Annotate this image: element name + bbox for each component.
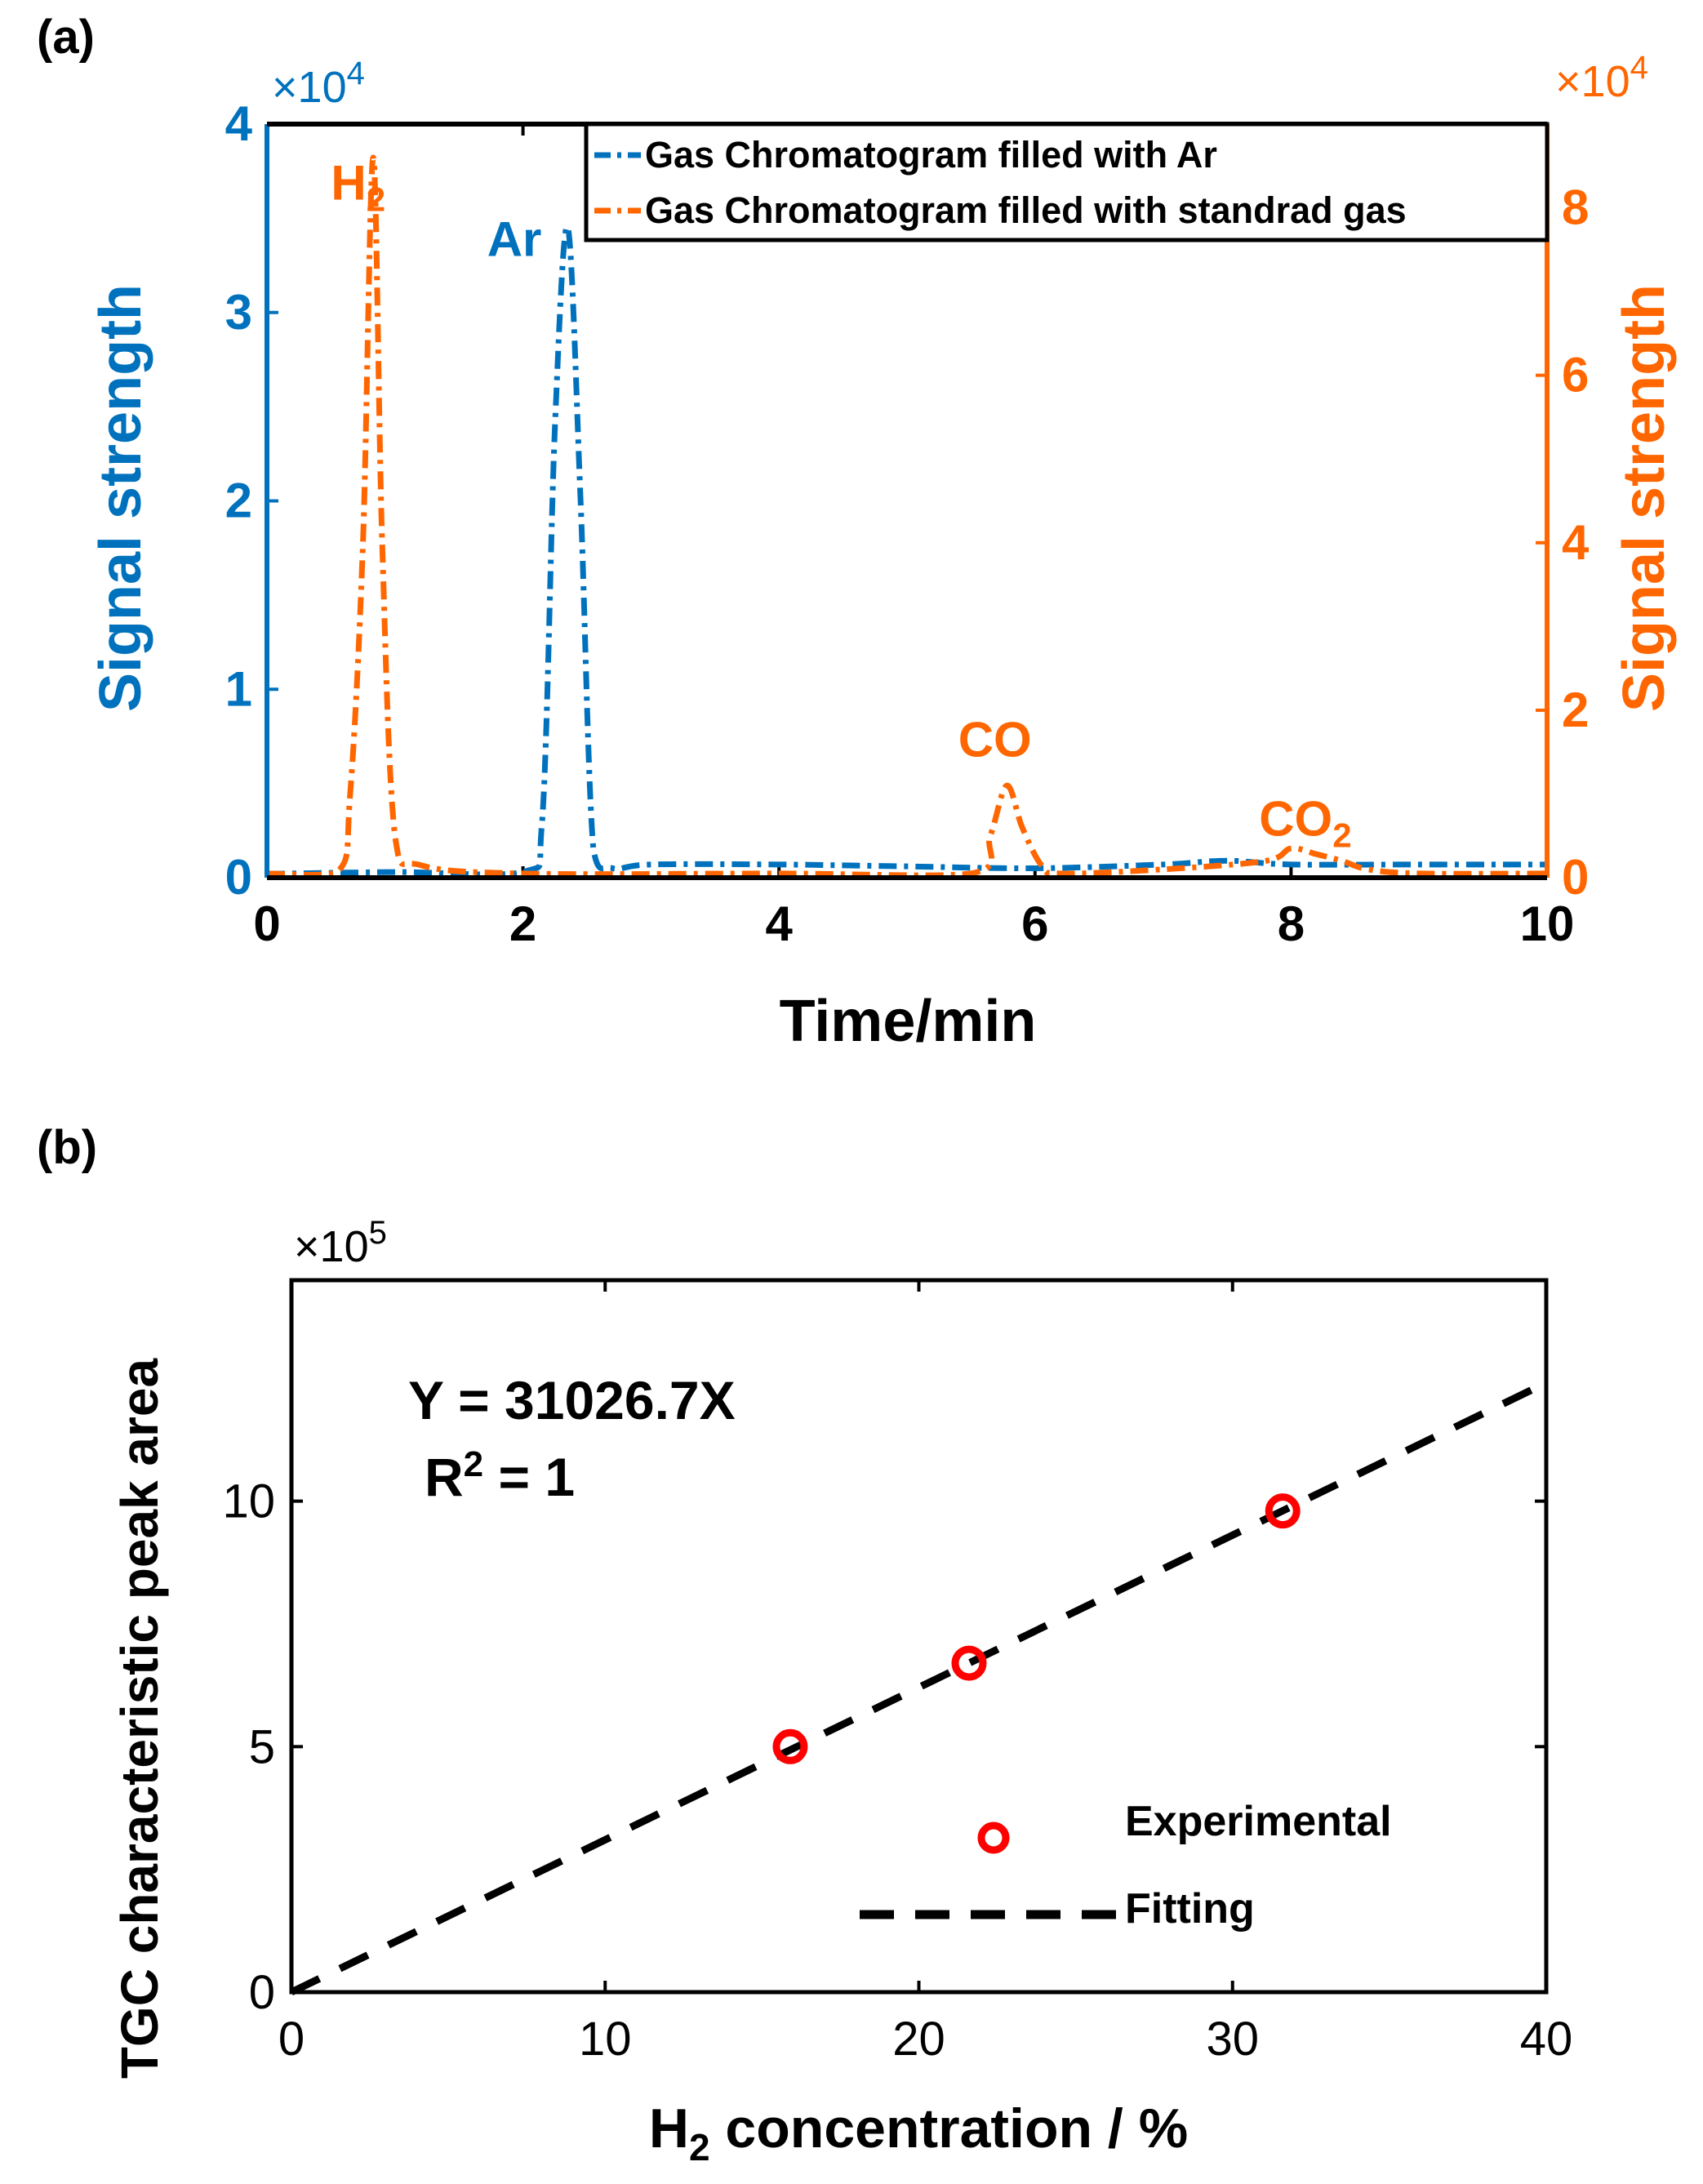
panel-b-xlabel-main: H [649,2097,689,2160]
panel-a-x-tick-label: 0 [253,896,280,951]
panel-a-right-multiplier-exp: 4 [1630,50,1648,86]
panel-a-right-y-tick-label: 6 [1562,348,1589,403]
legend-standard-label: Gas Chromatogram filled with standrad ga… [645,189,1407,231]
panel-a-right-y-tick-label: 4 [1562,515,1590,570]
fitting-line [290,1379,1548,1996]
experimental-point [1265,1493,1301,1529]
r-squared-suffix: = 1 [483,1447,575,1507]
peak-label-sub: 2 [367,180,385,218]
peak-label: CO [958,712,1032,767]
panel-b-y-tick-label: 0 [249,1966,275,2019]
panel-b-x-tick-label: 40 [1520,2013,1573,2066]
panel-a-left-y-tick-label: 1 [225,661,252,716]
panel-a-right-ylabel: Signal strength [1612,284,1677,712]
panel-a-left-multiplier-base: ×10 [272,63,347,112]
experimental-point [772,1728,808,1764]
panel-a-x-tick-label: 6 [1021,896,1048,951]
panel-a-x-tick-label: 4 [766,896,794,951]
panel-a-x-tick-label: 8 [1278,896,1305,951]
peak-label-main: CO [1259,792,1332,847]
panel-b-xlabel-sub: 2 [689,2126,710,2168]
panel-b-y-multiplier-exp: 5 [369,1215,387,1251]
panel-b-y-tick-label: 10 [222,1475,275,1528]
panel-a-left-y-tick-label: 2 [225,474,252,528]
panel-a-right-multiplier: ×104 [1555,50,1648,106]
series-standard-gas-line [266,154,1548,878]
panel-a-left-multiplier-exp: 4 [347,56,365,91]
peak-label-sub: 2 [1332,816,1351,855]
r-squared: R2 = 1 [425,1444,575,1507]
panel-a-left-multiplier: ×104 [272,56,365,112]
panel-b-y-multiplier-base: ×10 [294,1222,369,1271]
panel-a-left-ylabel: Signal strength [88,284,153,712]
peak-label-main: H [331,155,366,210]
panel-a-x-ticks: 0 2 4 6 8 10 [253,124,1574,951]
panel-a-x-tick-label: 2 [509,896,536,951]
panel-a: (a) ×104 ×104 Signal strength Signal str… [37,11,1677,1054]
panel-a-left-y-ticks: 0 1 2 3 4 [225,96,278,905]
panel-b: (b) ×105 TGC characteristic peak area H2… [37,1121,1572,2168]
panel-a-plot-clip [266,154,1548,878]
peak-label-main: CO [958,712,1032,767]
panel-a-legend-box [584,122,1550,242]
panel-b-x-ticks: 0 10 20 30 40 [278,1280,1572,2066]
peak-label: H2 [331,155,385,218]
panel-b-legend: Experimental Fitting [860,1798,1392,1933]
panel-a-right-y-tick-label: 2 [1562,683,1589,737]
panel-b-xlabel-rest: concentration / % [710,2097,1189,2160]
panel-a-left-y-tick-label: 4 [225,96,253,151]
legend-experimental-marker [977,1821,1010,1854]
legend-fitting-label: Fitting [1125,1885,1255,1933]
panel-a-x-tick-label: 10 [1520,896,1575,951]
panel-a-right-y-ticks: 0 2 4 6 8 [1536,180,1590,905]
experimental-points [772,1493,1301,1764]
panel-b-x-tick-label: 0 [278,2013,305,2066]
legend-experimental-label: Experimental [1125,1798,1392,1845]
panel-b-x-tick-label: 10 [579,2013,632,2066]
peak-label: Ar [487,212,542,267]
fit-equation: Y = 31026.7X [408,1370,736,1430]
r-squared-exp: 2 [464,1444,483,1484]
panel-b-label: (b) [37,1121,97,1174]
panel-b-x-tick-label: 20 [892,2013,945,2066]
experimental-point [951,1645,987,1681]
panel-b-ylabel: TGC characteristic peak area [110,1358,169,2079]
panel-a-right-y-tick-label: 8 [1562,180,1589,235]
peak-label-main: Ar [487,212,542,267]
panel-b-y-multiplier: ×105 [294,1215,387,1271]
panel-b-y-ticks: 0 5 10 [222,1475,1546,2019]
peak-label: CO2 [1259,792,1351,855]
r-squared-prefix: R [425,1447,464,1507]
panel-a-xlabel: Time/min [780,989,1037,1054]
panel-b-y-tick-label: 5 [249,1720,275,1773]
panel-a-left-y-tick-label: 0 [225,850,252,905]
panel-b-xlabel: H2 concentration / % [649,2097,1188,2168]
legend-ar-label: Gas Chromatogram filled with Ar [645,134,1217,176]
panel-a-right-y-tick-label: 0 [1562,850,1589,905]
panel-a-right-multiplier-base: ×10 [1555,57,1630,106]
panel-a-legend: Gas Chromatogram filled with Ar Gas Chro… [584,122,1550,242]
panel-a-label: (a) [37,11,95,64]
panel-a-left-y-tick-label: 3 [225,285,252,340]
series-ar-line [266,224,1547,878]
panel-b-x-tick-label: 30 [1206,2013,1259,2066]
panel-b-frame [289,1278,1549,1995]
